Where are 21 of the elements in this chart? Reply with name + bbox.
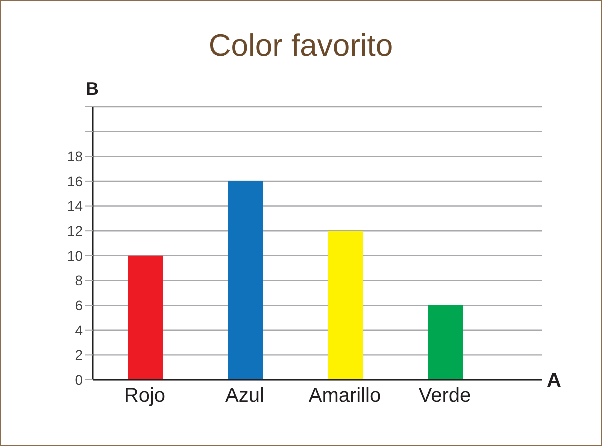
y-tick-label: 16 (67, 173, 84, 190)
y-tick-label: 2 (75, 347, 84, 364)
y-tick-label: 0 (75, 372, 84, 388)
x-tick-label: Azul (226, 385, 264, 408)
y-tick-label: 14 (67, 198, 84, 214)
x-tick-label: Rojo (124, 385, 166, 408)
x-axis-title: A (547, 370, 562, 393)
y-tick-label: 6 (75, 298, 84, 314)
bar (128, 256, 163, 380)
y-tick-label: 4 (75, 322, 84, 338)
bar (428, 306, 463, 380)
y-tick-label: 18 (67, 148, 84, 165)
y-axis-title: B (86, 79, 99, 100)
y-tick-label: 8 (75, 272, 84, 289)
x-tick-label: Amarillo (308, 385, 382, 408)
x-tick-label: Verde (418, 385, 472, 408)
y-tick-label: 10 (67, 248, 84, 264)
chart-title: Color favorito (208, 28, 394, 64)
bar (228, 181, 263, 380)
bar (328, 231, 363, 380)
y-tick-label: 12 (67, 223, 84, 240)
